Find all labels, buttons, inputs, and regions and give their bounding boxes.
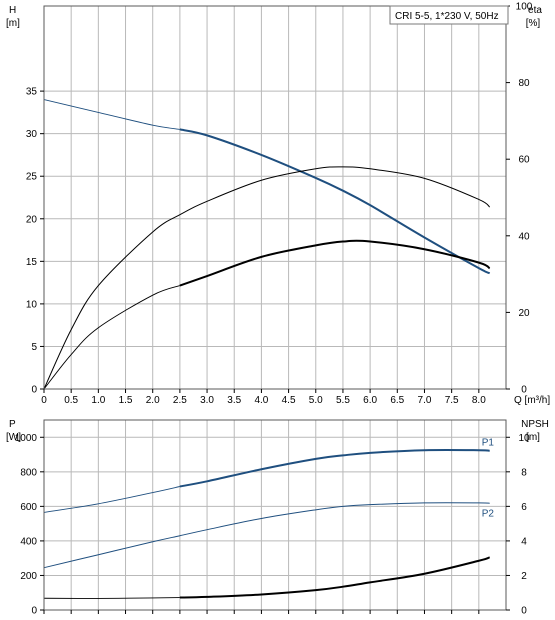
right-axis-title: eta (528, 5, 542, 16)
left-tick-label: 0 (31, 606, 37, 617)
frames-layer (40, 5, 510, 614)
x-tick-label: 2.5 (173, 395, 187, 406)
series-line (179, 239, 491, 287)
series-label: P1 (482, 438, 495, 449)
x-tick-label: 1.0 (91, 395, 105, 406)
right-tick-label: 4 (521, 536, 527, 547)
left-axis-unit: [W] (6, 432, 21, 443)
left-tick-label: 5 (31, 342, 37, 353)
left-tick-label: 20 (26, 214, 38, 225)
series-line (179, 556, 491, 599)
right-axis-title: NPSH (521, 419, 549, 430)
right-tick-label: 0 (521, 385, 527, 396)
x-tick-label: 6.0 (363, 395, 377, 406)
right-tick-label: 0 (521, 606, 527, 617)
left-tick-label: 10 (26, 299, 38, 310)
x-tick-label: 5.5 (336, 395, 350, 406)
right-tick-label: 2 (521, 571, 527, 582)
x-tick-label: 2.0 (146, 395, 160, 406)
series-line-thin (43, 486, 180, 513)
left-tick-label: 25 (26, 172, 38, 183)
x-axis-unit-label: Q [m³/h] (514, 395, 550, 406)
left-tick-label: 15 (26, 257, 38, 268)
model-label-frame (389, 5, 509, 25)
left-tick-label: 30 (26, 129, 38, 140)
right-tick-label: 8 (521, 467, 527, 478)
right-tick-label: 100 (516, 2, 533, 13)
series-line (43, 166, 491, 390)
left-tick-label: 200 (20, 571, 37, 582)
left-axis-title: H (9, 5, 16, 16)
x-tick-label: 5.0 (309, 395, 323, 406)
x-tick-label: 3.5 (227, 395, 241, 406)
left-tick-label: 1000 (15, 433, 38, 444)
x-tick-label: 4.0 (254, 395, 268, 406)
x-tick-label: 0.5 (64, 395, 78, 406)
right-tick-label: 60 (518, 155, 530, 166)
right-tick-label: 40 (518, 231, 530, 242)
x-tick-label: 6.5 (390, 395, 404, 406)
x-tick-label: 7.0 (418, 395, 432, 406)
series-line-thin (43, 597, 180, 599)
left-tick-label: 600 (20, 502, 37, 513)
x-tick-label: 0 (41, 395, 47, 406)
model-label-box: CRI 5-5, 1*230 V, 50Hz (389, 5, 509, 25)
right-axis-unit: [%] (526, 18, 541, 29)
right-tick-label: 6 (521, 502, 527, 513)
x-tick-label: 3.0 (200, 395, 214, 406)
left-axis-title: P (9, 419, 16, 430)
series-label: P2 (482, 508, 495, 519)
right-tick-label: 80 (518, 78, 530, 89)
left-tick-label: 35 (26, 87, 38, 98)
x-tick-label: 4.5 (282, 395, 296, 406)
right-tick-label: 10 (518, 433, 530, 444)
grid-layer (44, 6, 506, 610)
series-line (179, 449, 490, 488)
x-tick-label: 1.5 (119, 395, 133, 406)
left-tick-label: 800 (20, 467, 37, 478)
series-line-thin (43, 285, 181, 390)
series-line (179, 128, 491, 275)
x-tick-label: 7.5 (445, 395, 459, 406)
series-line (43, 502, 490, 569)
left-tick-label: 400 (20, 536, 37, 547)
x-tick-label: 8.0 (472, 395, 486, 406)
plot-frame (43, 419, 507, 611)
series-line-thin (43, 99, 180, 130)
right-tick-label: 20 (518, 308, 530, 319)
plot-frame (43, 5, 507, 390)
right-axis-unit: [m] (526, 432, 540, 443)
left-axis-unit: [m] (6, 18, 20, 29)
series-layer (43, 99, 491, 599)
left-tick-label: 0 (31, 385, 37, 396)
model-label-text: CRI 5-5, 1*230 V, 50Hz (395, 11, 499, 22)
